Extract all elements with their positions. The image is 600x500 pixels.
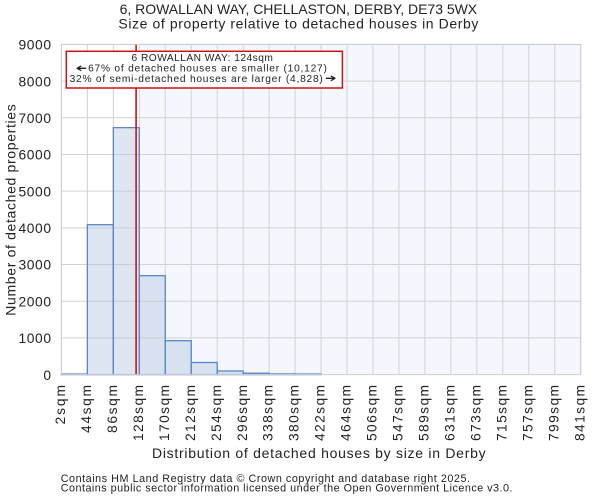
svg-text:6000: 6000 bbox=[19, 148, 52, 163]
svg-text:799sqm: 799sqm bbox=[546, 385, 561, 441]
svg-text:7000: 7000 bbox=[19, 111, 52, 126]
svg-text:Size of property relative to d: Size of property relative to detached ho… bbox=[118, 15, 478, 31]
svg-text:Contains HM Land Registry data: Contains HM Land Registry data © Crown c… bbox=[61, 473, 470, 485]
svg-text:44sqm: 44sqm bbox=[79, 385, 94, 433]
svg-text:2sqm: 2sqm bbox=[53, 385, 68, 425]
svg-text:6, ROWALLAN WAY, CHELLASTON, D: 6, ROWALLAN WAY, CHELLASTON, DERBY, DE73… bbox=[120, 1, 478, 17]
svg-text:380sqm: 380sqm bbox=[287, 385, 302, 441]
svg-text:Contains public sector informa: Contains public sector information licen… bbox=[61, 482, 513, 494]
svg-text:338sqm: 338sqm bbox=[261, 385, 276, 441]
svg-text:6 ROWALLAN WAY: 124sqm: 6 ROWALLAN WAY: 124sqm bbox=[132, 53, 273, 64]
svg-text:841sqm: 841sqm bbox=[572, 385, 587, 441]
svg-text:422sqm: 422sqm bbox=[313, 385, 328, 441]
svg-text:5000: 5000 bbox=[19, 184, 52, 199]
svg-text:1000: 1000 bbox=[19, 331, 52, 346]
svg-text:715sqm: 715sqm bbox=[494, 385, 509, 441]
svg-text:296sqm: 296sqm bbox=[235, 385, 250, 441]
svg-text:86sqm: 86sqm bbox=[105, 385, 120, 433]
svg-text:2000: 2000 bbox=[19, 294, 52, 309]
svg-text:547sqm: 547sqm bbox=[391, 385, 406, 441]
svg-text:0: 0 bbox=[43, 368, 51, 383]
svg-text:8000: 8000 bbox=[19, 74, 52, 89]
svg-text:631sqm: 631sqm bbox=[442, 385, 457, 441]
svg-text:673sqm: 673sqm bbox=[468, 385, 483, 441]
svg-text:Distribution of detached house: Distribution of detached houses by size … bbox=[152, 445, 486, 461]
svg-text:170sqm: 170sqm bbox=[157, 385, 172, 441]
svg-text:757sqm: 757sqm bbox=[520, 385, 535, 441]
svg-text:212sqm: 212sqm bbox=[183, 385, 198, 441]
svg-text:254sqm: 254sqm bbox=[209, 385, 224, 441]
svg-text:4000: 4000 bbox=[19, 221, 52, 236]
svg-text:128sqm: 128sqm bbox=[131, 385, 146, 441]
svg-text:32% of semi-detached houses ar: 32% of semi-detached houses are larger (… bbox=[70, 74, 323, 85]
svg-text:589sqm: 589sqm bbox=[417, 385, 432, 441]
svg-text:506sqm: 506sqm bbox=[365, 385, 380, 441]
svg-text:3000: 3000 bbox=[19, 258, 52, 273]
svg-text:9000: 9000 bbox=[19, 38, 52, 53]
svg-text:464sqm: 464sqm bbox=[339, 385, 354, 441]
svg-text:67% of detached houses are sma: 67% of detached houses are smaller (10,1… bbox=[88, 64, 327, 75]
svg-text:Number of detached properties: Number of detached properties bbox=[3, 104, 19, 316]
